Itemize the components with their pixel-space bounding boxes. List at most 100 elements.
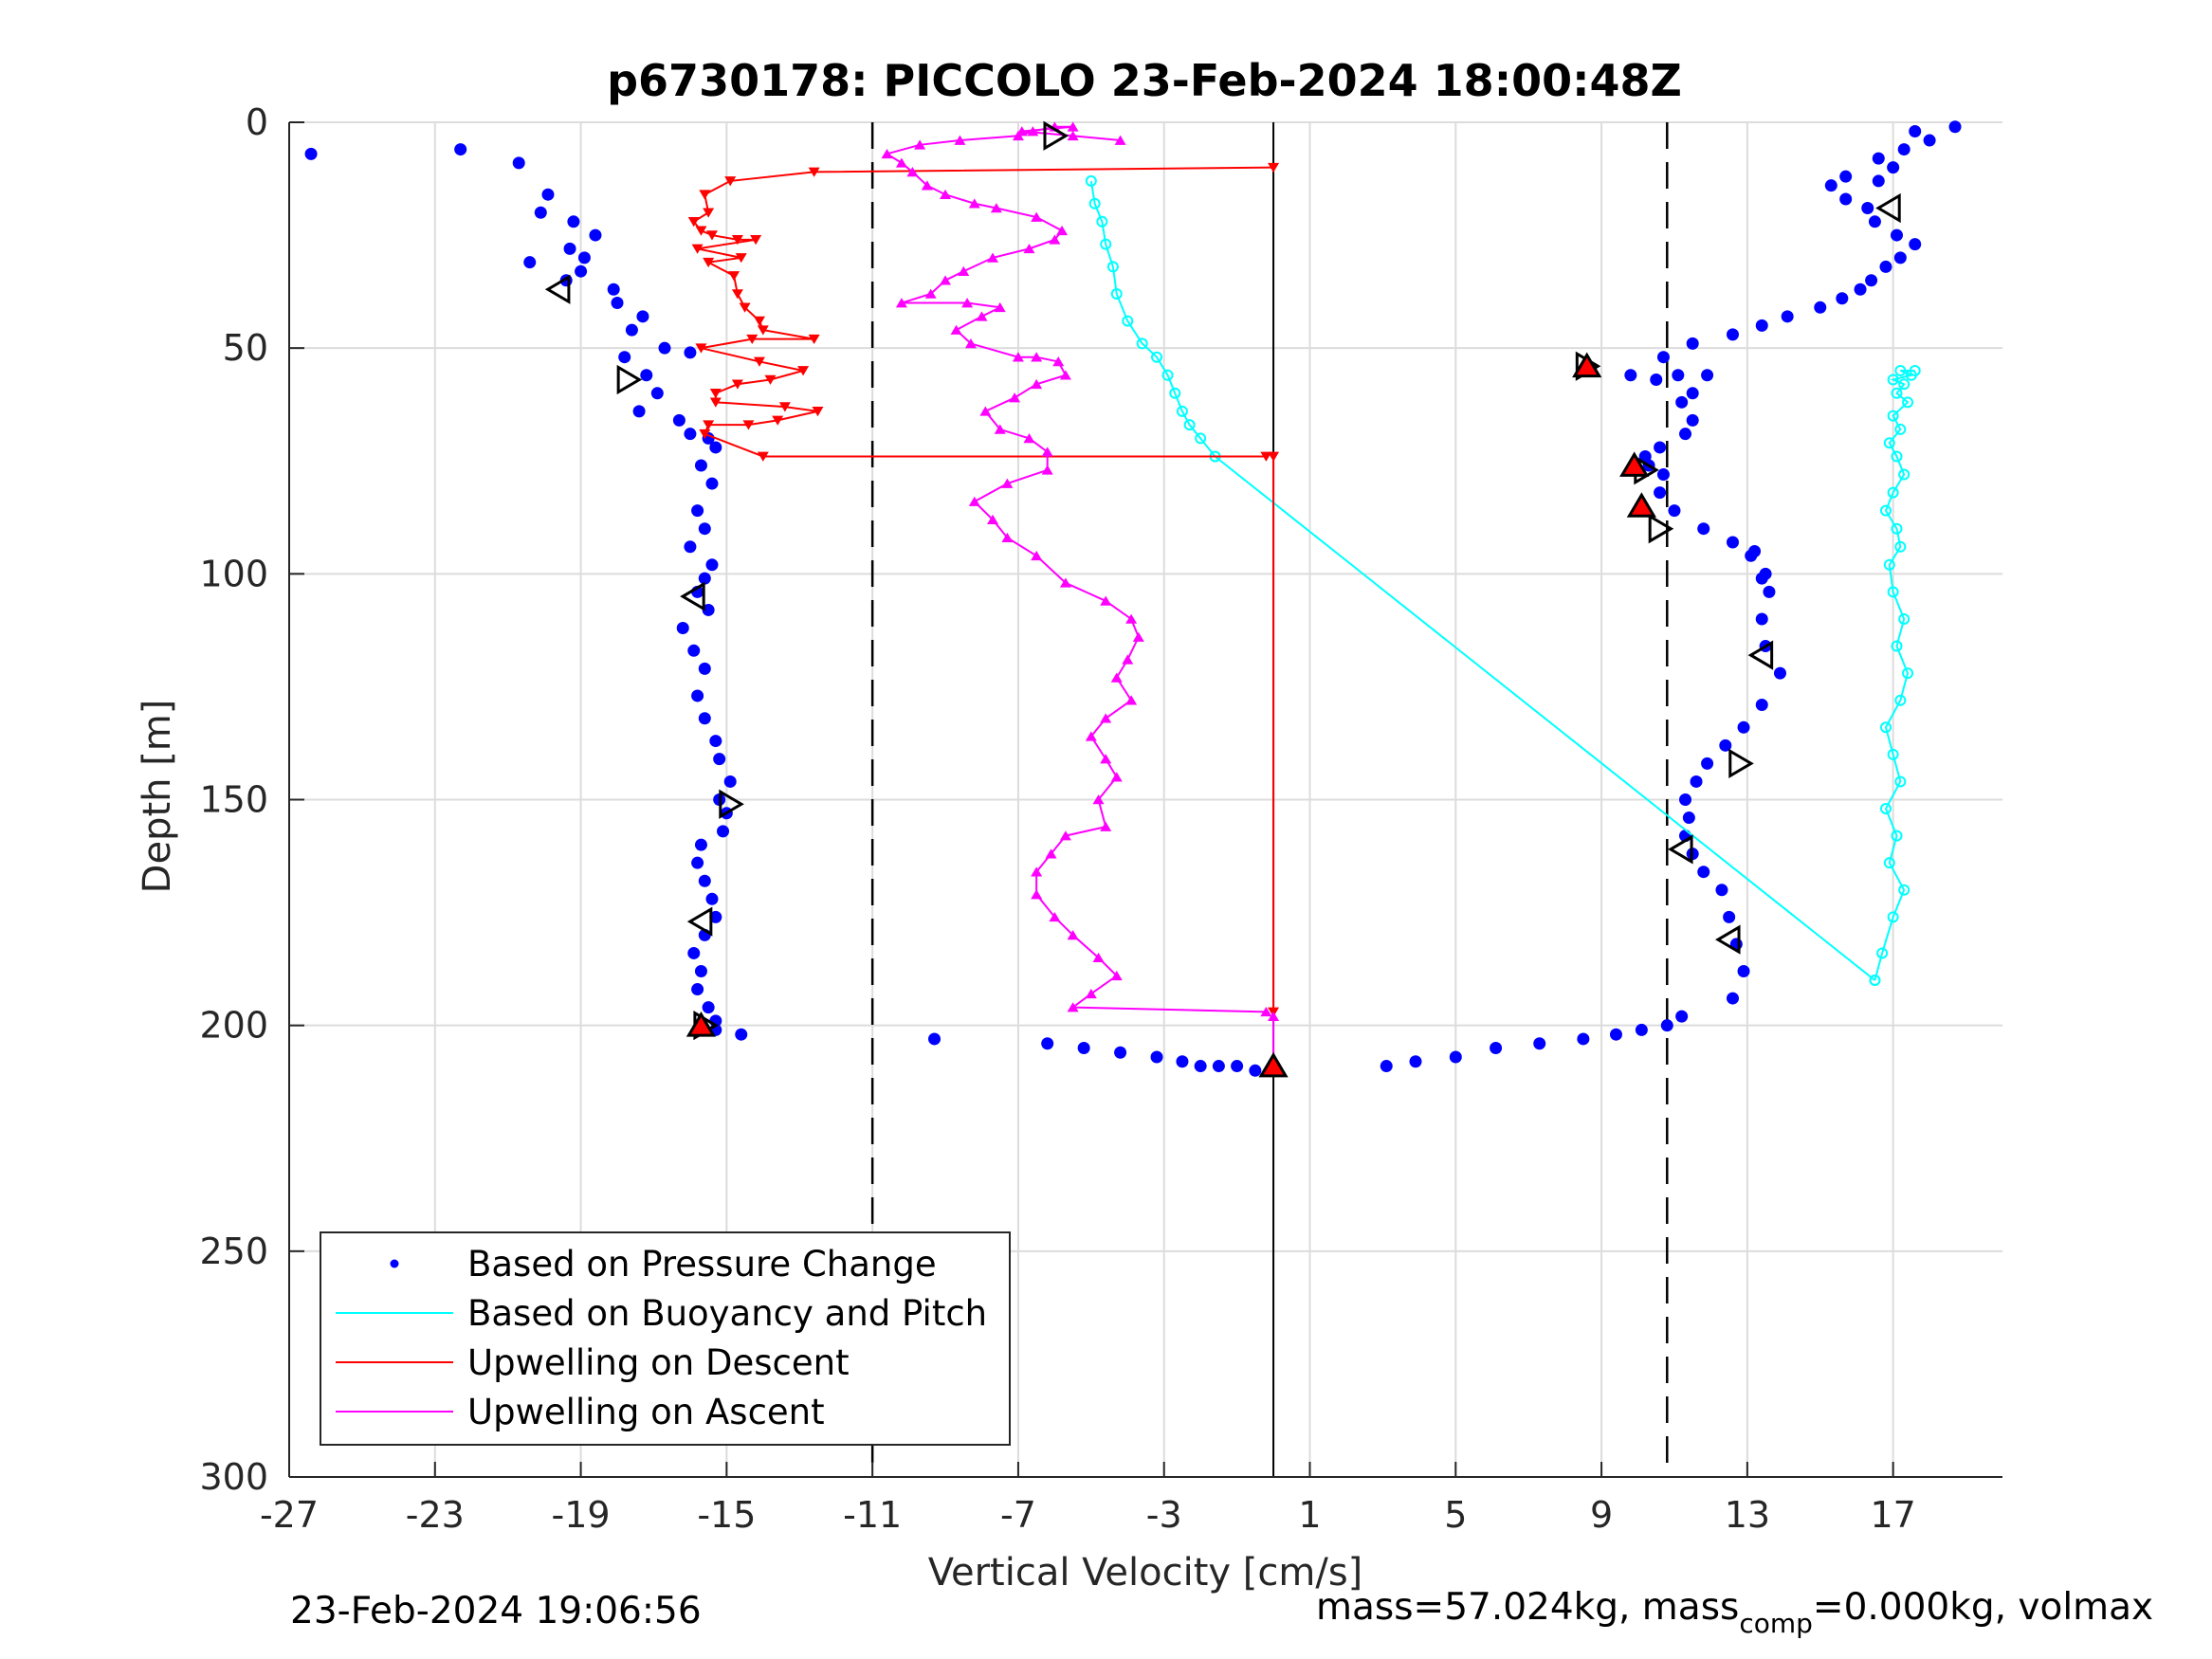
data-point [1690, 775, 1703, 788]
data-point [1868, 215, 1881, 228]
series-3 [687, 162, 1280, 1017]
mass-tail: =0.000kg, volmax [1812, 1586, 2154, 1629]
y-tick-label: 300 [199, 1456, 268, 1498]
data-point [1001, 478, 1014, 488]
data-point [709, 735, 722, 748]
data-point [731, 379, 743, 390]
data-point [703, 257, 715, 268]
x-tick-label: -15 [697, 1494, 756, 1536]
data-point [724, 176, 737, 187]
data-point [1654, 486, 1667, 500]
data-point [968, 496, 980, 506]
data-point [723, 775, 737, 788]
data-point [1577, 1032, 1590, 1046]
legend-entry-label: Based on Buoyancy and Pitch [467, 1293, 987, 1334]
data-point [1861, 202, 1874, 215]
y-tick-label: 200 [199, 1005, 268, 1047]
data-point [589, 228, 602, 242]
data-point [709, 910, 722, 923]
data-point [1902, 667, 1914, 680]
data-point [1839, 170, 1853, 183]
data-point [691, 689, 704, 702]
plot-series [304, 120, 1962, 1077]
data-point [1100, 821, 1112, 831]
data-point [1679, 428, 1692, 441]
y-tick-label: 50 [223, 327, 268, 369]
data-point [1909, 238, 1922, 251]
data-point [914, 139, 926, 150]
event-marker [1747, 640, 1774, 670]
data-point [1100, 595, 1112, 606]
data-point [650, 387, 664, 400]
data-point [1023, 243, 1035, 254]
event-marker [1626, 492, 1657, 518]
data-point [958, 265, 970, 276]
plot-markers [544, 120, 1901, 1078]
data-point [906, 166, 919, 177]
data-point [1894, 694, 1907, 706]
data-point [979, 406, 992, 416]
data-point [808, 167, 820, 177]
y-tick-label: 0 [246, 101, 268, 143]
data-point [541, 188, 555, 201]
data-point [1268, 1011, 1280, 1021]
data-point [1824, 179, 1837, 192]
data-point [1719, 738, 1732, 752]
data-point [698, 522, 711, 536]
y-tick-label: 100 [199, 553, 268, 594]
data-point [1176, 405, 1188, 417]
data-point [1876, 947, 1889, 959]
data-point [1049, 234, 1061, 245]
tick-labels: -27 -23 -19 -15 -11 -7 -3 1 5 9 13 17 0 50 100 150 200 25… [199, 101, 1915, 1536]
y-axis-label: Depth [m] [136, 700, 179, 894]
data-point [1122, 654, 1134, 665]
data-point [684, 346, 697, 359]
series-line [885, 125, 1267, 1013]
data-point [1879, 504, 1892, 517]
data-point [1067, 1002, 1079, 1012]
data-point [1067, 930, 1079, 940]
data-point [1865, 274, 1878, 287]
data-point [1682, 811, 1695, 825]
data-point [687, 946, 701, 959]
data-point [994, 301, 1006, 313]
data-point [994, 424, 1006, 434]
data-point [1726, 536, 1739, 549]
data-point [1650, 374, 1663, 387]
data-point [1001, 532, 1014, 543]
data-point [731, 289, 743, 300]
x-tick-label: -19 [552, 1494, 611, 1536]
data-point [1041, 1037, 1054, 1050]
data-point [1872, 174, 1885, 188]
data-point [1887, 748, 1899, 760]
data-point [746, 334, 759, 345]
data-point [808, 334, 820, 345]
x-tick-label: 17 [1870, 1494, 1915, 1536]
data-point [1891, 387, 1903, 399]
data-point [694, 459, 707, 472]
data-point [1114, 135, 1126, 145]
x-axis-label: Vertical Velocity [cm/s] [928, 1551, 1363, 1595]
data-point [1212, 1060, 1225, 1073]
data-point [1031, 378, 1043, 390]
data-point [304, 147, 318, 160]
data-point [691, 244, 704, 254]
data-point [1059, 577, 1071, 588]
data-point [1268, 451, 1280, 462]
data-point [1012, 352, 1024, 362]
x-tick-label: -7 [1000, 1494, 1036, 1536]
data-point [757, 451, 769, 462]
x-tick-label: -23 [406, 1494, 465, 1536]
event-marker [1043, 120, 1069, 151]
data-point [1679, 793, 1692, 806]
y-tick-label: 150 [199, 779, 268, 821]
data-point [964, 338, 977, 349]
data-point [954, 135, 966, 145]
data-point [1763, 585, 1776, 598]
data-point [709, 389, 722, 399]
data-point [699, 428, 711, 440]
data-point [1176, 1055, 1189, 1068]
data-point [575, 264, 588, 278]
x-tick-label: 5 [1444, 1494, 1467, 1536]
series-line [1214, 455, 1876, 981]
